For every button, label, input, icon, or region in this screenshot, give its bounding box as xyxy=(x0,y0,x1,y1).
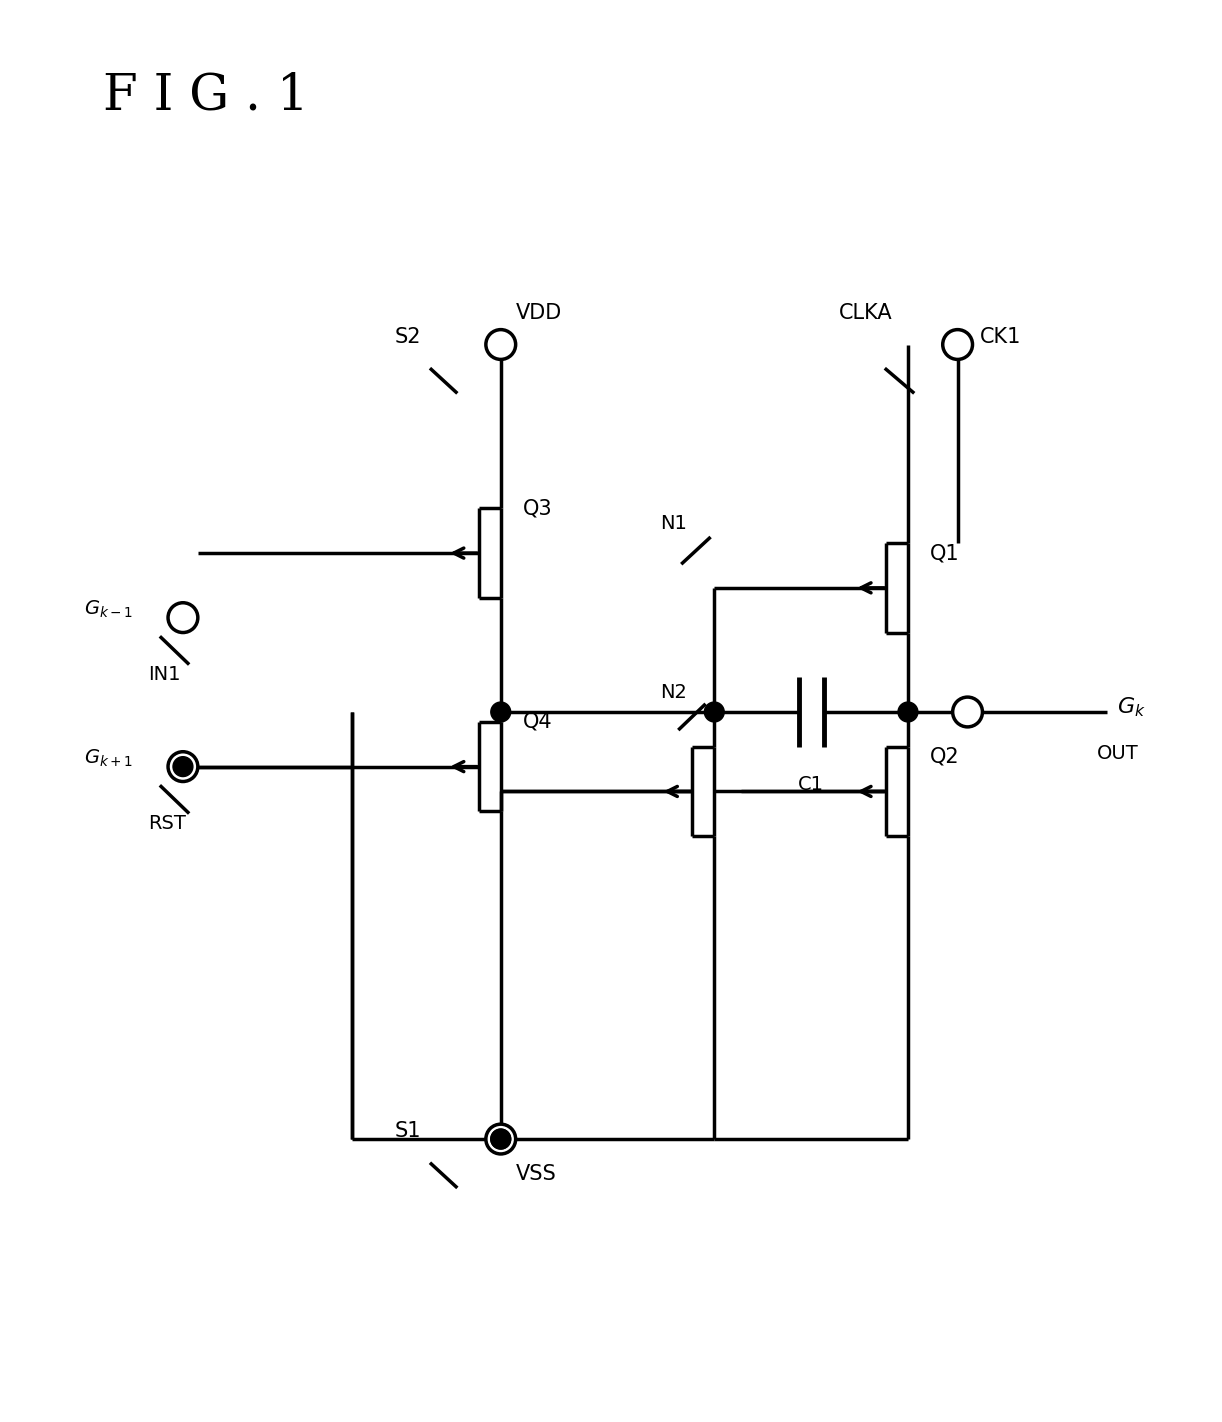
Circle shape xyxy=(486,330,516,360)
Circle shape xyxy=(169,752,198,782)
Text: $G_k$: $G_k$ xyxy=(1117,695,1145,720)
Text: Q1: Q1 xyxy=(930,543,959,563)
Text: Q3: Q3 xyxy=(523,498,552,519)
Text: Q2: Q2 xyxy=(930,747,959,766)
Text: C1: C1 xyxy=(798,775,824,793)
Text: VDD: VDD xyxy=(516,303,562,323)
Text: IN1: IN1 xyxy=(148,665,181,684)
Circle shape xyxy=(491,1129,511,1149)
Circle shape xyxy=(169,603,198,633)
Text: VSS: VSS xyxy=(516,1163,556,1185)
Text: S2: S2 xyxy=(395,327,422,347)
Circle shape xyxy=(491,702,511,722)
Text: CK1: CK1 xyxy=(980,327,1020,347)
Text: $G_{k+1}$: $G_{k+1}$ xyxy=(84,748,133,769)
Circle shape xyxy=(953,697,982,727)
Text: $G_{k-1}$: $G_{k-1}$ xyxy=(84,599,133,620)
Text: Q4: Q4 xyxy=(523,712,552,732)
Circle shape xyxy=(174,757,193,776)
Circle shape xyxy=(942,330,973,360)
Circle shape xyxy=(898,702,918,722)
Text: F I G . 1: F I G . 1 xyxy=(104,71,309,121)
Text: N1: N1 xyxy=(660,515,687,533)
Circle shape xyxy=(704,702,725,722)
Text: RST: RST xyxy=(148,815,186,833)
Circle shape xyxy=(486,1125,516,1155)
Circle shape xyxy=(491,1129,511,1149)
Text: CLKA: CLKA xyxy=(838,303,892,323)
Text: S1: S1 xyxy=(395,1121,422,1140)
Text: N2: N2 xyxy=(660,683,687,702)
Text: OUT: OUT xyxy=(1096,744,1139,764)
